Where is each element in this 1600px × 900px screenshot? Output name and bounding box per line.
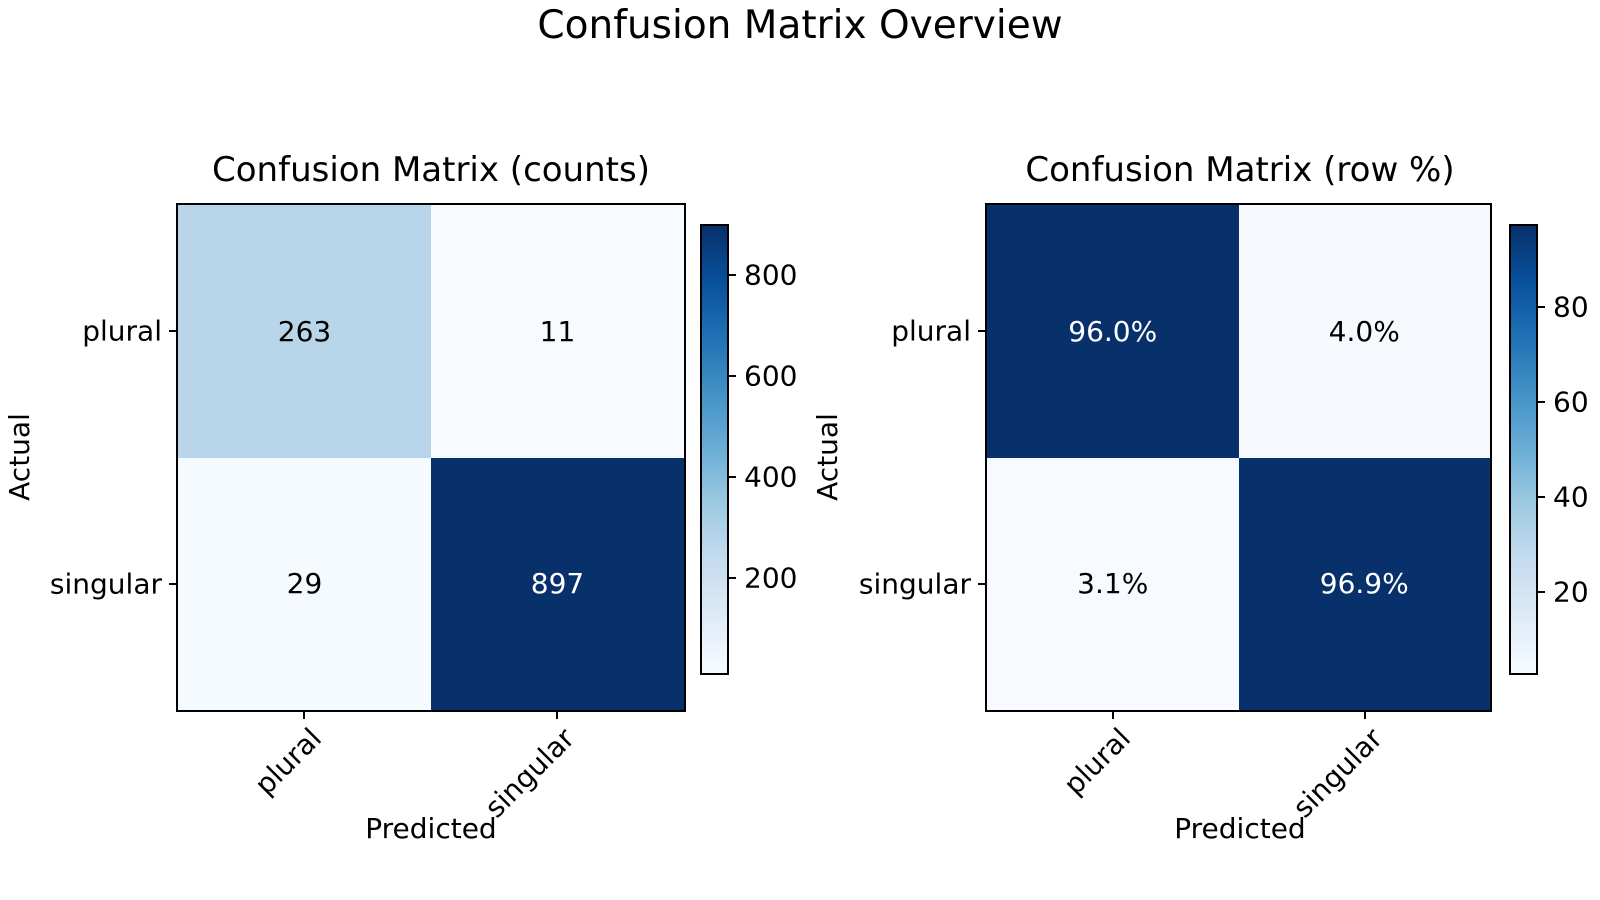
heatmap-counts-cell-singular-singular: 897 (431, 457, 684, 710)
rowpct-ylabel: Actual (811, 413, 844, 501)
rowpct-ytick-singular (978, 583, 985, 585)
subplot-counts-title: Confusion Matrix (counts) (212, 150, 650, 190)
rowpct-colorbar-tick-20 (1538, 591, 1545, 593)
counts-colorbar (700, 224, 729, 675)
counts-colorbar-tick-200 (729, 577, 736, 579)
figure-suptitle: Confusion Matrix Overview (537, 3, 1063, 48)
heatmap-rowpct: 96.0% 4.0% 3.1% 96.9% (985, 203, 1492, 712)
heatmap-counts: 263 11 29 897 (176, 203, 686, 712)
counts-xticklabel-plural: plural (248, 721, 328, 802)
rowpct-yticklabel-plural: plural (891, 314, 971, 348)
rowpct-colorbar-label-60: 60 (1553, 385, 1589, 419)
rowpct-colorbar-label-80: 80 (1553, 290, 1589, 324)
counts-colorbar-label-800: 800 (744, 258, 798, 292)
counts-colorbar-label-600: 600 (744, 359, 798, 393)
heatmap-rowpct-cell-plural-plural: 96.0% (987, 205, 1239, 458)
counts-colorbar-tick-400 (729, 476, 736, 478)
rowpct-xticklabel-plural: plural (1057, 721, 1137, 802)
counts-xtick-plural (303, 712, 305, 719)
rowpct-xlabel: Predicted (1174, 812, 1306, 845)
rowpct-colorbar-gradient (1511, 226, 1536, 673)
rowpct-colorbar-tick-40 (1538, 496, 1545, 498)
rowpct-xtick-plural (1112, 712, 1114, 719)
counts-colorbar-label-400: 400 (744, 460, 798, 494)
heatmap-rowpct-cell-singular-singular: 96.9% (1238, 457, 1490, 710)
counts-yticklabel-plural: plural (82, 314, 162, 348)
heatmap-rowpct-cell-singular-plural: 3.1% (987, 457, 1239, 710)
rowpct-xticklabel-singular: singular (1286, 721, 1389, 825)
rowpct-colorbar (1509, 224, 1538, 675)
counts-xlabel: Predicted (365, 812, 497, 845)
rowpct-xtick-singular (1364, 712, 1366, 719)
rowpct-colorbar-label-40: 40 (1553, 480, 1589, 514)
counts-ylabel: Actual (3, 413, 36, 501)
heatmap-rowpct-cell-plural-singular: 4.0% (1238, 205, 1490, 458)
rowpct-colorbar-label-20: 20 (1553, 575, 1589, 609)
counts-colorbar-tick-800 (729, 274, 736, 276)
counts-xticklabel-singular: singular (478, 721, 581, 825)
rowpct-colorbar-tick-80 (1538, 306, 1545, 308)
counts-ytick-plural (169, 330, 176, 332)
counts-yticklabel-singular: singular (49, 567, 162, 601)
rowpct-yticklabel-singular: singular (858, 567, 971, 601)
counts-ytick-singular (169, 583, 176, 585)
counts-colorbar-label-200: 200 (744, 561, 798, 595)
counts-colorbar-gradient (702, 226, 727, 673)
counts-colorbar-tick-600 (729, 375, 736, 377)
rowpct-ytick-plural (978, 330, 985, 332)
rowpct-colorbar-tick-60 (1538, 401, 1545, 403)
subplot-rowpct-title: Confusion Matrix (row %) (1025, 150, 1455, 190)
heatmap-counts-cell-singular-plural: 29 (178, 457, 431, 710)
counts-xtick-singular (556, 712, 558, 719)
heatmap-counts-cell-plural-plural: 263 (178, 205, 431, 458)
heatmap-counts-cell-plural-singular: 11 (431, 205, 684, 458)
